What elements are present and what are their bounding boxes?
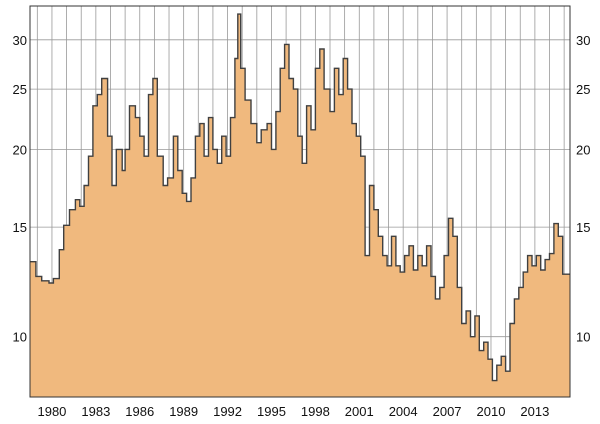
x-tick-2010: 2010 [477,404,506,419]
y-tick-left-20: 20 [13,142,27,157]
y-tick-left-10: 10 [13,330,27,345]
y-tick-right-15: 15 [576,220,590,235]
x-tick-1989: 1989 [169,404,198,419]
x-tick-1995: 1995 [257,404,286,419]
x-axis: 1980 1983 1986 1989 1992 1995 1998 2001 2004 2007… [37,404,549,419]
y-axis-right: 10 15 20 25 30 [576,33,590,345]
x-tick-2013: 2013 [520,404,549,419]
x-tick-2001: 2001 [345,404,374,419]
x-tick-2007: 2007 [433,404,462,419]
y-tick-left-15: 15 [13,220,27,235]
y-tick-left-25: 25 [13,82,27,97]
series-line [30,13,570,382]
plot-frame [29,5,571,398]
x-tick-1998: 1998 [301,404,330,419]
y-tick-right-20: 20 [576,142,590,157]
x-tick-1992: 1992 [213,404,242,419]
x-tick-1986: 1986 [125,404,154,419]
x-tick-2004: 2004 [389,404,418,419]
y-axis-left: 10 15 20 25 30 [13,33,27,345]
y-tick-right-30: 30 [576,33,590,48]
x-tick-1980: 1980 [37,404,66,419]
y-tick-left-30: 30 [13,33,27,48]
y-tick-right-25: 25 [576,82,590,97]
x-tick-1983: 1983 [81,404,110,419]
series-area-fill [30,14,570,397]
y-tick-right-10: 10 [576,330,590,345]
